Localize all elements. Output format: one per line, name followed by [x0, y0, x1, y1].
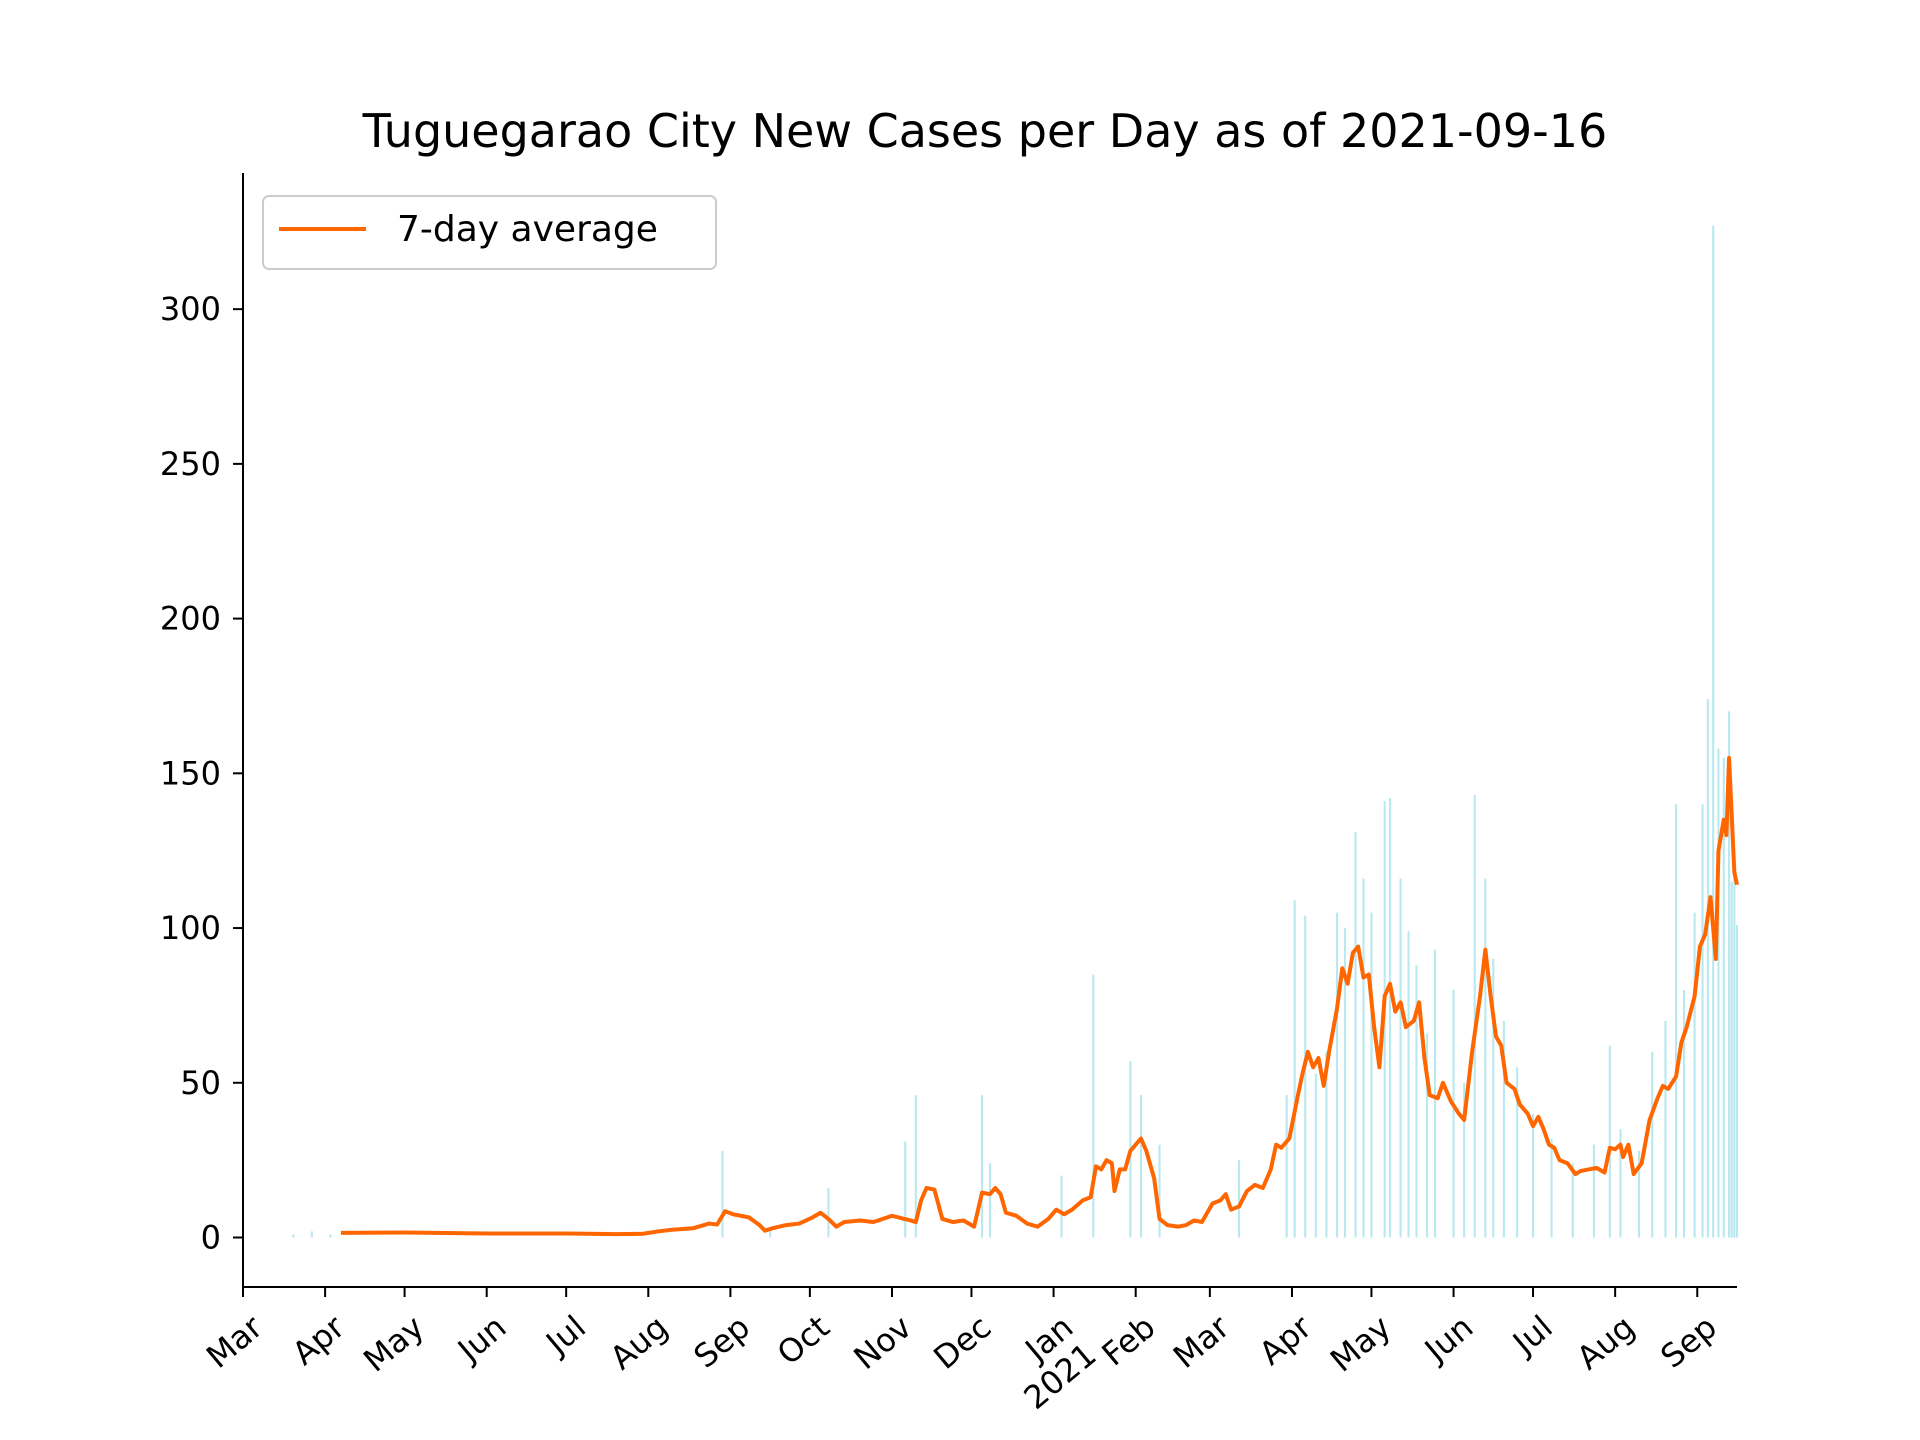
daily-bar	[310, 1231, 313, 1238]
daily-bar	[1314, 1073, 1317, 1238]
chart-title: Tuguegarao City New Cases per Day as of …	[362, 104, 1608, 158]
daily-bar	[827, 1187, 830, 1238]
daily-bar	[1399, 878, 1402, 1238]
daily-bar	[1608, 1045, 1611, 1238]
x-tick-label: Jan2021	[994, 1308, 1104, 1417]
daily-bar	[1362, 878, 1365, 1238]
daily-bar	[1335, 912, 1339, 1238]
x-tick-label: Feb	[1095, 1308, 1163, 1374]
daily-bar	[1693, 912, 1696, 1238]
daily-bar	[1727, 711, 1731, 1238]
daily-bar	[329, 1234, 332, 1238]
y-tick-label: 50	[180, 1064, 221, 1102]
daily-bar	[1452, 989, 1455, 1238]
daily-bar	[1682, 989, 1686, 1238]
y-tick-label: 0	[201, 1218, 221, 1256]
daily-bar	[1531, 1113, 1535, 1238]
daily-bar	[1325, 1051, 1328, 1238]
daily-bar	[1473, 794, 1476, 1238]
daily-bar	[1388, 798, 1392, 1238]
daily-bar	[1060, 1175, 1063, 1238]
daily-bar	[1730, 881, 1733, 1238]
daily-bar	[292, 1234, 295, 1238]
daily-bar	[1712, 225, 1715, 1238]
daily-bar	[1492, 958, 1495, 1238]
daily-bar	[1426, 1033, 1429, 1238]
daily-bar	[1354, 832, 1357, 1238]
x-tick-label: Apr	[285, 1307, 352, 1372]
daily-bar	[1651, 1051, 1654, 1238]
x-tick-label: Jul	[537, 1308, 593, 1363]
daily-bar	[1484, 878, 1487, 1238]
daily-bar	[1717, 748, 1720, 1238]
y-tick-label: 300	[160, 290, 221, 328]
daily-bar	[1502, 1020, 1505, 1238]
daily-bar	[1733, 869, 1736, 1238]
daily-bar	[1433, 949, 1437, 1238]
daily-bar	[1285, 1095, 1288, 1238]
x-tick-label: Dec	[926, 1308, 998, 1377]
daily-bar	[1722, 757, 1725, 1238]
daily-bar	[1237, 1160, 1241, 1238]
daily-bar	[1304, 915, 1307, 1238]
daily-bar	[1516, 1067, 1519, 1238]
daily-bar	[1293, 900, 1296, 1238]
x-tick-label: Jun	[449, 1308, 513, 1371]
daily-bar	[914, 1095, 917, 1238]
daily-bar	[1415, 965, 1418, 1238]
line-7-day-average	[341, 755, 1739, 1237]
daily-bar	[1664, 1020, 1667, 1238]
daily-bars	[292, 225, 1739, 1238]
daily-bar	[904, 1141, 907, 1238]
daily-bar	[1343, 928, 1347, 1238]
daily-bar	[1619, 1129, 1622, 1238]
y-axis-ticks: 0 50 100 150 200 250 300	[160, 290, 243, 1256]
daily-bar	[1158, 1144, 1161, 1238]
daily-bar	[1550, 1138, 1553, 1238]
daily-bar	[1592, 1144, 1596, 1238]
x-tick-label: Sep	[1653, 1308, 1724, 1376]
daily-bar	[988, 1163, 992, 1238]
daily-bar	[1675, 804, 1678, 1238]
x-tick-label: Mar	[199, 1307, 270, 1375]
daily-bar	[1139, 1095, 1143, 1238]
daily-bar	[1092, 974, 1095, 1238]
x-tick-label: Aug	[603, 1308, 675, 1377]
daily-bar	[1463, 1082, 1466, 1238]
x-tick-label: Nov	[846, 1308, 918, 1377]
y-tick-label: 150	[160, 754, 221, 792]
axes	[242, 173, 1737, 1288]
daily-bar	[1407, 931, 1410, 1238]
y-tick-label: 100	[160, 909, 221, 947]
daily-bar	[1701, 804, 1704, 1238]
x-tick-label: May	[1323, 1308, 1398, 1380]
x-tick-label: Jul	[1504, 1308, 1560, 1363]
x-tick-label: Apr	[1252, 1307, 1319, 1372]
daily-bar	[1370, 912, 1373, 1238]
y-tick-label: 250	[160, 445, 221, 483]
daily-bar	[980, 1095, 984, 1238]
y-tick-label: 200	[160, 600, 221, 638]
x-tick-label: Sep	[686, 1308, 757, 1376]
legend: 7-day average	[262, 195, 717, 270]
x-tick-label: Jun	[1416, 1308, 1480, 1371]
daily-bar	[1735, 924, 1739, 1238]
x-tick-label: Oct	[770, 1308, 837, 1373]
legend-box	[262, 195, 717, 270]
daily-bar	[721, 1150, 724, 1238]
daily-bar	[1706, 699, 1709, 1238]
daily-bar	[1637, 1150, 1641, 1238]
line-layer	[341, 755, 1739, 1237]
x-tick-label: Aug	[1570, 1308, 1642, 1377]
daily-bar	[1571, 1163, 1574, 1238]
x-tick-label: Mar	[1166, 1307, 1237, 1375]
x-axis-ticks: Mar Apr May Jun Jul Aug Sep Oct Nov Dec Jan2021Feb…	[199, 1287, 1724, 1417]
legend-entry-7-day-average: 7-day average	[397, 209, 658, 250]
x-tick-label: May	[356, 1308, 431, 1380]
daily-bar	[769, 1228, 772, 1238]
